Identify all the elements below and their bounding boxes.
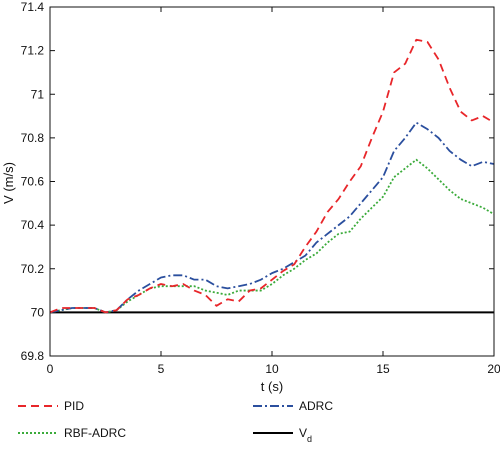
legend-label-v-d: Vd xyxy=(299,426,312,444)
x-tick-label: 5 xyxy=(158,362,165,376)
y-tick-label: 69.8 xyxy=(21,349,45,363)
series-line-adrc xyxy=(49,121,495,314)
tick-layer xyxy=(49,6,495,357)
y-tick-label: 70.6 xyxy=(21,175,45,189)
plot-frame xyxy=(49,6,495,357)
series-line-rbf-adrc xyxy=(49,158,495,314)
legend-label-adrc: ADRC xyxy=(299,399,333,413)
y-tick-label: 70 xyxy=(31,305,45,319)
x-tick-label: 20 xyxy=(487,362,500,376)
series-layer xyxy=(49,38,495,314)
y-tick-label: 71.4 xyxy=(21,0,45,14)
tick-label-layer: 0 5 10 15 20 69.8 70 70.2 70.4 70.6 70.8 71 71.2 71.4 xyxy=(21,0,500,376)
x-tick-label: 15 xyxy=(376,362,390,376)
y-tick-label: 70.2 xyxy=(21,262,45,276)
y-tick-label: 71.2 xyxy=(21,44,45,58)
series-line-pid xyxy=(49,38,495,314)
legend-label-rbf-adrc: RBF-ADRC xyxy=(64,426,126,440)
legend-label-pid: PID xyxy=(64,399,84,413)
x-tick-label: 10 xyxy=(265,362,279,376)
y-axis-title: V (m/s) xyxy=(1,162,16,204)
y-tick-label: 70.4 xyxy=(21,218,45,232)
x-axis-title: t (s) xyxy=(261,379,283,394)
y-tick-label: 71 xyxy=(31,87,45,101)
legend: PID RBF-ADRC ADRC Vd xyxy=(18,399,333,444)
x-tick-label: 0 xyxy=(47,362,54,376)
y-tick-label: 70.8 xyxy=(21,131,45,145)
